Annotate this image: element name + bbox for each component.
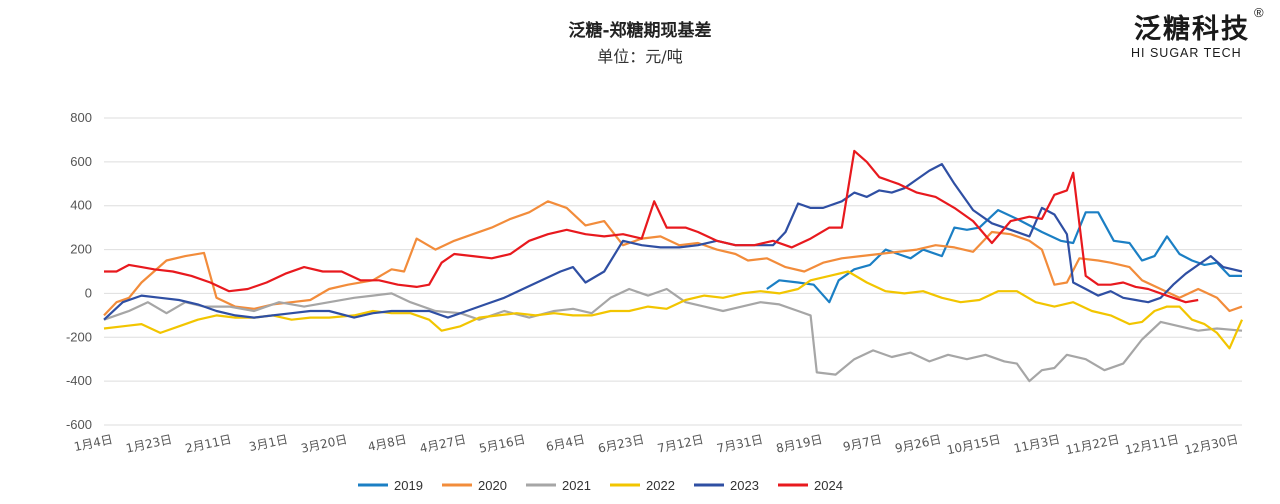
x-tick-label: 11月3日	[1013, 432, 1062, 455]
x-tick-label: 5月16日	[478, 432, 527, 455]
y-tick-label: -400	[66, 373, 92, 388]
x-tick-label: 7月31日	[715, 432, 764, 455]
series-line-2024	[104, 149, 1199, 304]
y-tick-label: -600	[66, 417, 92, 432]
x-tick-label: 9月7日	[842, 432, 883, 454]
legend: 2019 2020 2021 2022 2023 2024	[358, 478, 843, 493]
legend-label-2024: 2024	[814, 478, 843, 493]
x-tick-label: 10月15日	[946, 432, 1002, 457]
x-tick-label: 8月19日	[775, 432, 824, 455]
x-tick-label: 6月23日	[597, 432, 646, 455]
y-axis-ticks: 800 600 400 200 0 -200 -400 -600	[66, 110, 92, 432]
x-tick-label: 7月12日	[656, 432, 705, 455]
y-tick-label: 800	[70, 110, 92, 125]
y-tick-label: 0	[85, 285, 92, 300]
series-line-2022	[103, 270, 1244, 350]
series-line-2021	[103, 287, 1243, 383]
x-tick-label: 11月22日	[1064, 432, 1120, 457]
y-tick-label: -200	[66, 329, 92, 344]
series-line-2023	[103, 163, 1243, 321]
logo-cn-text: 泛糖科技	[1134, 13, 1250, 45]
x-tick-label: 1月23日	[125, 432, 174, 455]
legend-label-2020: 2020	[478, 478, 507, 493]
x-tick-label: 12月11日	[1124, 432, 1180, 457]
x-tick-label: 12月30日	[1183, 432, 1239, 457]
x-tick-label: 9月26日	[894, 432, 943, 455]
x-tick-label: 2月11日	[184, 432, 233, 455]
y-tick-label: 400	[70, 198, 92, 213]
x-tick-label: 4月27日	[418, 432, 467, 455]
series-line-2020	[103, 200, 1243, 317]
x-tick-label: 1月4日	[73, 432, 114, 454]
x-tick-label: 4月8日	[367, 432, 408, 454]
x-axis-ticks: 1月4日 1月23日 2月11日 3月1日 3月20日 4月8日 4月27日 5月16日 6月4…	[73, 432, 1240, 457]
chart-title: 泛糖-郑糖期现基差	[568, 20, 711, 41]
legend-label-2019: 2019	[394, 478, 423, 493]
legend-label-2021: 2021	[562, 478, 591, 493]
y-tick-label: 200	[70, 242, 92, 257]
y-tick-label: 600	[70, 154, 92, 169]
brand-logo: 泛糖科技 ® HI SUGAR TECH	[1131, 5, 1264, 60]
legend-label-2022: 2022	[646, 478, 675, 493]
logo-en-text: HI SUGAR TECH	[1131, 46, 1242, 60]
series-lines	[103, 149, 1244, 383]
x-tick-label: 3月1日	[248, 432, 289, 454]
x-tick-label: 3月20日	[300, 432, 349, 455]
legend-label-2023: 2023	[730, 478, 759, 493]
logo-registered-mark: ®	[1254, 5, 1264, 20]
x-tick-label: 6月4日	[545, 432, 586, 454]
chart-subtitle: 单位：元/吨	[597, 47, 682, 66]
